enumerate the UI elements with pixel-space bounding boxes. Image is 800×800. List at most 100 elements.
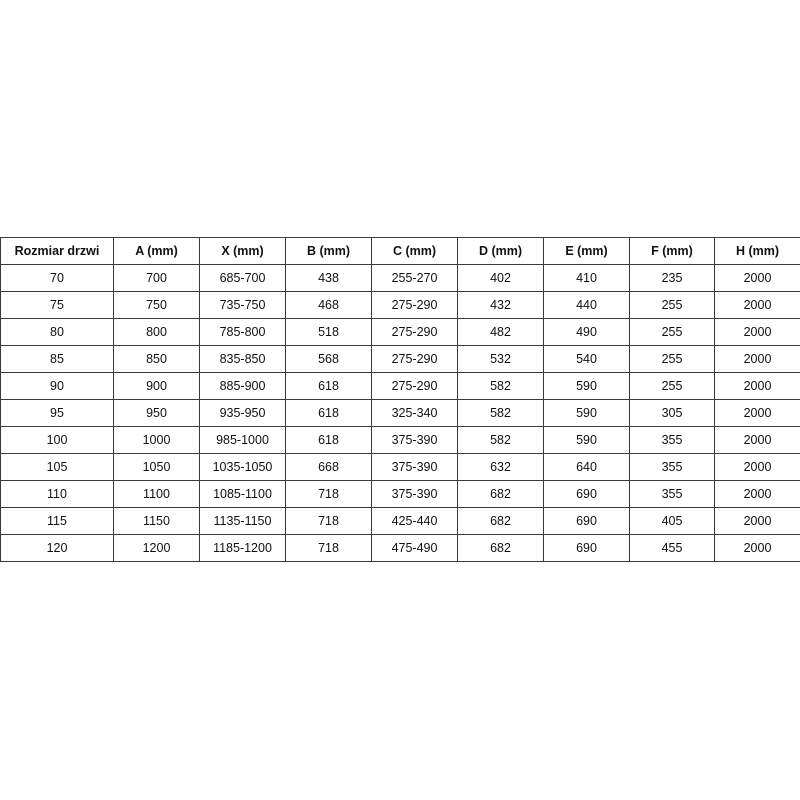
table-cell: 235 — [629, 264, 715, 292]
table-cell: 255 — [629, 345, 715, 373]
table-cell: 438 — [285, 264, 372, 292]
table-cell: 750 — [113, 291, 200, 319]
table-cell: 835-850 — [199, 345, 286, 373]
table-cell: 115 — [0, 507, 114, 535]
table-cell: 2000 — [714, 507, 800, 535]
table-cell: 375-390 — [371, 480, 458, 508]
table-cell: 632 — [457, 453, 544, 481]
table-row: 95 950 935-950 618 325-340 582 590 305 2000 — [0, 399, 800, 427]
table-cell: 2000 — [714, 399, 800, 427]
table-cell: 985-1000 — [199, 426, 286, 454]
table-cell: 275-290 — [371, 372, 458, 400]
table-cell: 2000 — [714, 318, 800, 346]
column-header: D (mm) — [457, 237, 544, 265]
table-cell: 582 — [457, 399, 544, 427]
table-cell: 440 — [543, 291, 630, 319]
table-cell: 785-800 — [199, 318, 286, 346]
table-cell: 582 — [457, 426, 544, 454]
table-cell: 590 — [543, 399, 630, 427]
table-row: 90 900 885-900 618 275-290 582 590 255 2000 — [0, 372, 800, 400]
table-row: 115 1150 1135-1150 718 425-440 682 690 405 2000 — [0, 507, 800, 535]
table-row: 70 700 685-700 438 255-270 402 410 235 2000 — [0, 264, 800, 292]
table-cell: 75 — [0, 291, 114, 319]
table-cell: 325-340 — [371, 399, 458, 427]
table-cell: 355 — [629, 480, 715, 508]
table-cell: 682 — [457, 507, 544, 535]
table-cell: 518 — [285, 318, 372, 346]
table-cell: 402 — [457, 264, 544, 292]
table-cell: 2000 — [714, 426, 800, 454]
table-cell: 110 — [0, 480, 114, 508]
table-cell: 120 — [0, 534, 114, 562]
table-cell: 618 — [285, 399, 372, 427]
table-cell: 800 — [113, 318, 200, 346]
table-cell: 640 — [543, 453, 630, 481]
table-cell: 718 — [285, 507, 372, 535]
table-row: 120 1200 1185-1200 718 475-490 682 690 455 2000 — [0, 534, 800, 562]
table-cell: 85 — [0, 345, 114, 373]
table-cell: 582 — [457, 372, 544, 400]
table-cell: 1200 — [113, 534, 200, 562]
table-cell: 2000 — [714, 345, 800, 373]
table-cell: 685-700 — [199, 264, 286, 292]
table-cell: 355 — [629, 453, 715, 481]
table-cell: 105 — [0, 453, 114, 481]
table-cell: 2000 — [714, 534, 800, 562]
table-row: 75 750 735-750 468 275-290 432 440 255 2000 — [0, 291, 800, 319]
table-cell: 275-290 — [371, 291, 458, 319]
table-cell: 1035-1050 — [199, 453, 286, 481]
table-cell: 568 — [285, 345, 372, 373]
table-cell: 405 — [629, 507, 715, 535]
table-cell: 305 — [629, 399, 715, 427]
table-cell: 690 — [543, 507, 630, 535]
table-row: 85 850 835-850 568 275-290 532 540 255 2000 — [0, 345, 800, 373]
table-cell: 375-390 — [371, 426, 458, 454]
table-cell: 2000 — [714, 372, 800, 400]
table-cell: 355 — [629, 426, 715, 454]
table-cell: 432 — [457, 291, 544, 319]
table-row: 100 1000 985-1000 618 375-390 582 590 355 2000 — [0, 426, 800, 454]
table-cell: 590 — [543, 372, 630, 400]
table-cell: 255 — [629, 372, 715, 400]
dimensions-table: Rozmiar drzwi A (mm) X (mm) B (mm) C (mm) D (… — [0, 237, 800, 562]
table-cell: 2000 — [714, 453, 800, 481]
table-cell: 425-440 — [371, 507, 458, 535]
table-cell: 682 — [457, 480, 544, 508]
table-cell: 1185-1200 — [199, 534, 286, 562]
table-cell: 590 — [543, 426, 630, 454]
table-cell: 375-390 — [371, 453, 458, 481]
column-header: Rozmiar drzwi — [0, 237, 114, 265]
column-header: B (mm) — [285, 237, 372, 265]
table-cell: 410 — [543, 264, 630, 292]
table-cell: 618 — [285, 372, 372, 400]
table-cell: 718 — [285, 480, 372, 508]
table-cell: 482 — [457, 318, 544, 346]
table-cell: 255 — [629, 318, 715, 346]
column-header: H (mm) — [714, 237, 800, 265]
table-cell: 1050 — [113, 453, 200, 481]
table-cell: 950 — [113, 399, 200, 427]
table-cell: 70 — [0, 264, 114, 292]
table-cell: 2000 — [714, 291, 800, 319]
table-cell: 490 — [543, 318, 630, 346]
column-header: E (mm) — [543, 237, 630, 265]
table-cell: 80 — [0, 318, 114, 346]
table-cell: 275-290 — [371, 318, 458, 346]
table-cell: 90 — [0, 372, 114, 400]
table-cell: 1085-1100 — [199, 480, 286, 508]
table-cell: 668 — [285, 453, 372, 481]
table-cell: 690 — [543, 534, 630, 562]
table-cell: 532 — [457, 345, 544, 373]
table-row: 80 800 785-800 518 275-290 482 490 255 2000 — [0, 318, 800, 346]
table-cell: 275-290 — [371, 345, 458, 373]
table-cell: 735-750 — [199, 291, 286, 319]
table-cell: 100 — [0, 426, 114, 454]
column-header: A (mm) — [113, 237, 200, 265]
table-row: 110 1100 1085-1100 718 375-390 682 690 355 2000 — [0, 480, 800, 508]
table-cell: 1150 — [113, 507, 200, 535]
table-cell: 682 — [457, 534, 544, 562]
table-cell: 718 — [285, 534, 372, 562]
table-cell: 1000 — [113, 426, 200, 454]
column-header: F (mm) — [629, 237, 715, 265]
table-cell: 885-900 — [199, 372, 286, 400]
